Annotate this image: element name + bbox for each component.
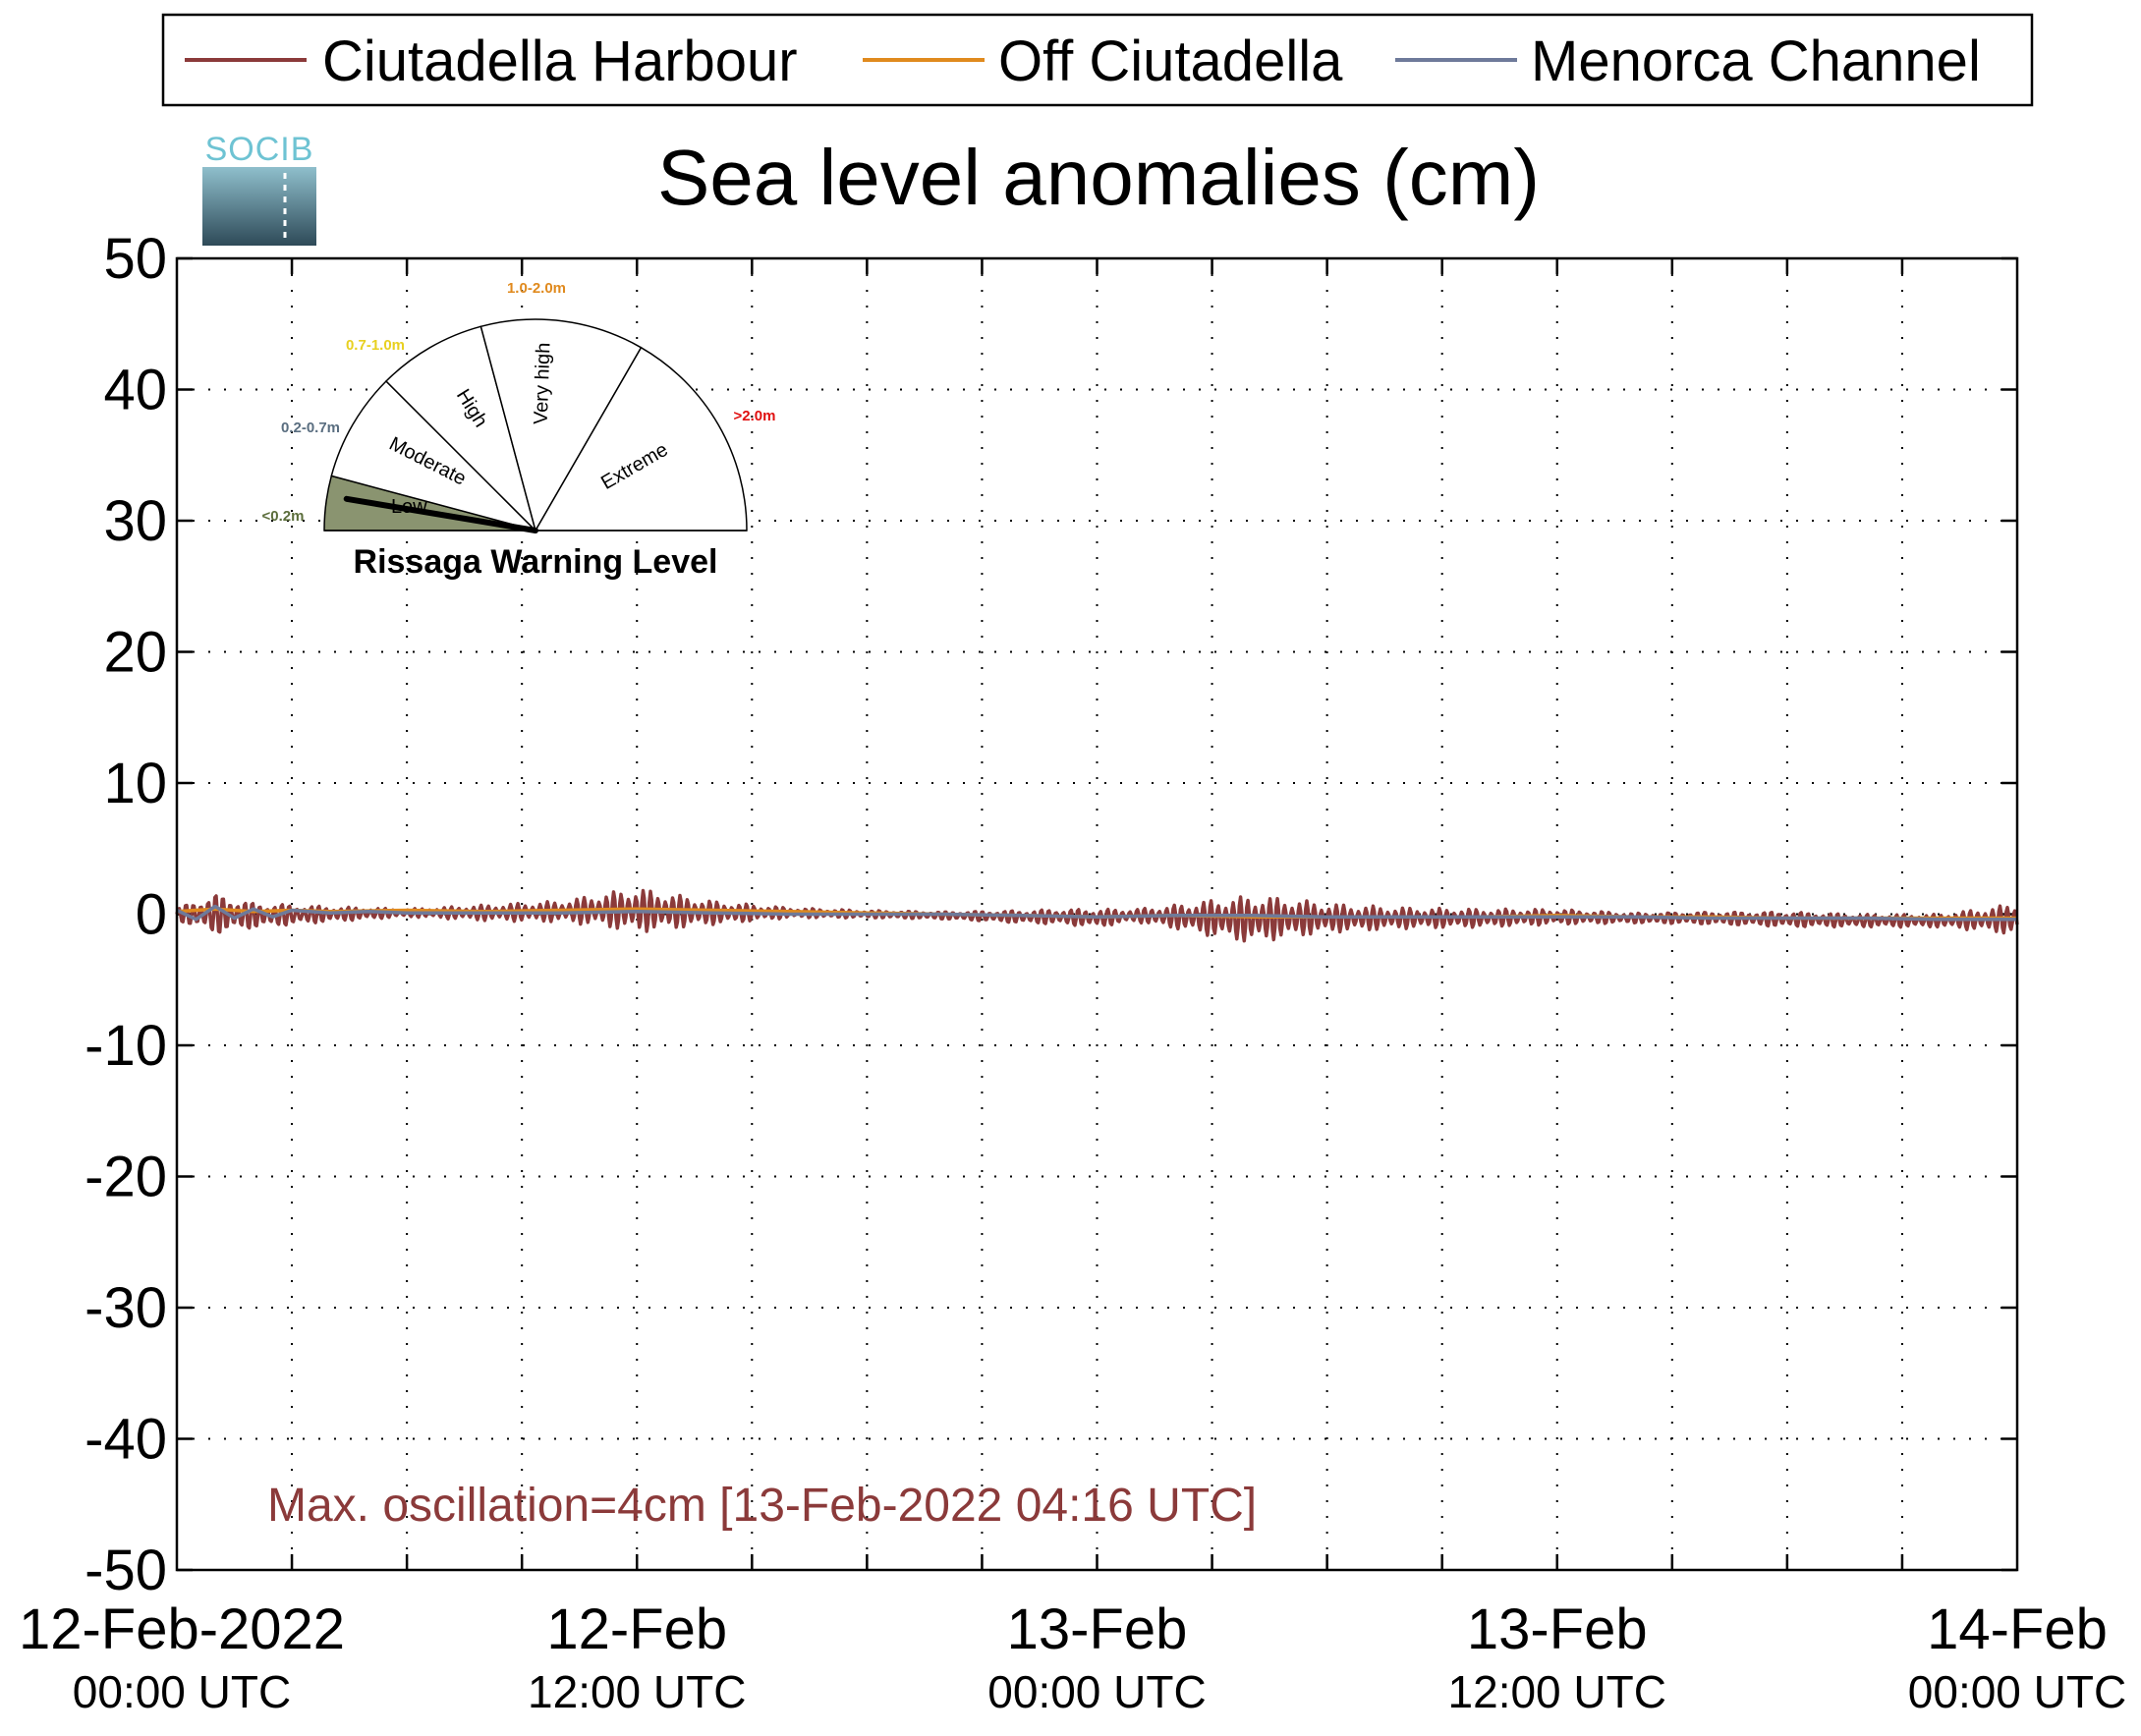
gauge-sector-very-high: [479, 318, 643, 532]
gauge-range-label: 0.7-1.0m: [346, 337, 405, 354]
series-line-menorca-channel: [176, 904, 2017, 922]
socib-logo: SOCIB: [202, 131, 316, 246]
gauge-sector-extreme: [534, 346, 748, 532]
plot-frame: [175, 256, 2019, 1572]
x-tick-time-label: 12:00 UTC: [1448, 1666, 1666, 1717]
x-tick-date-label: 13-Feb: [1007, 1597, 1188, 1661]
y-tick-label: 40: [103, 359, 167, 422]
legend: Ciutadella Harbour Off Ciutadella Menorc…: [161, 13, 2034, 107]
x-tick-time-label: 00:00 UTC: [73, 1666, 291, 1717]
legend-label-menorca-channel: Menorca Channel: [1531, 29, 1981, 93]
logo-text: SOCIB: [205, 131, 314, 168]
y-tick-label: -50: [85, 1539, 167, 1602]
x-tick-date-label: 12-Feb: [546, 1597, 727, 1661]
y-tick-label: 20: [103, 621, 167, 685]
y-tick-label: -20: [85, 1146, 167, 1209]
gauge-range-label: >2.0m: [734, 408, 776, 424]
x-tick-time-label: 12:00 UTC: [528, 1666, 746, 1717]
y-tick-label: -30: [85, 1276, 167, 1340]
chart-title: Sea level anomalies (cm): [657, 134, 1540, 221]
y-tick-label: -40: [85, 1408, 167, 1472]
y-tick-label: 0: [136, 883, 167, 947]
x-tick-date-label: 12-Feb-2022: [19, 1597, 345, 1661]
series-layer: [175, 888, 2019, 943]
x-tick-date-label: 13-Feb: [1467, 1597, 1648, 1661]
gauge-sector-label: Very high: [531, 342, 555, 424]
y-tick-label: 50: [103, 227, 167, 291]
x-tick-time-label: 00:00 UTC: [1908, 1666, 2126, 1717]
gauge-title: Rissaga Warning Level: [354, 543, 718, 581]
x-tick-time-label: 00:00 UTC: [987, 1666, 1206, 1717]
gauge-range-label: <0.2m: [262, 508, 305, 525]
gauge-sector-high: [384, 325, 537, 533]
y-axis: 50 40 30 20 10 0 -10 -20 -30 -40 -50: [85, 227, 2017, 1602]
legend-label-ciutadella-harbour: Ciutadella Harbour: [322, 29, 798, 93]
rissaga-gauge: LowModerateHighVery highExtreme<0.2m0.2-…: [262, 280, 776, 581]
legend-label-off-ciutadella: Off Ciutadella: [998, 29, 1343, 93]
max-oscillation-annotation: Max. oscillation=4cm [13-Feb-2022 04:16 …: [267, 1480, 1257, 1532]
y-tick-label: 30: [103, 489, 167, 553]
x-tick-date-label: 14-Feb: [1927, 1597, 2108, 1661]
gauge-sector-moderate: [330, 379, 538, 532]
gauge-needle: [343, 495, 538, 533]
y-tick-label: -10: [85, 1014, 167, 1078]
gauge-range-label: 0.2-0.7m: [281, 420, 340, 436]
gauge-range-label: 1.0-2.0m: [507, 280, 566, 297]
y-tick-label: 10: [103, 752, 167, 815]
